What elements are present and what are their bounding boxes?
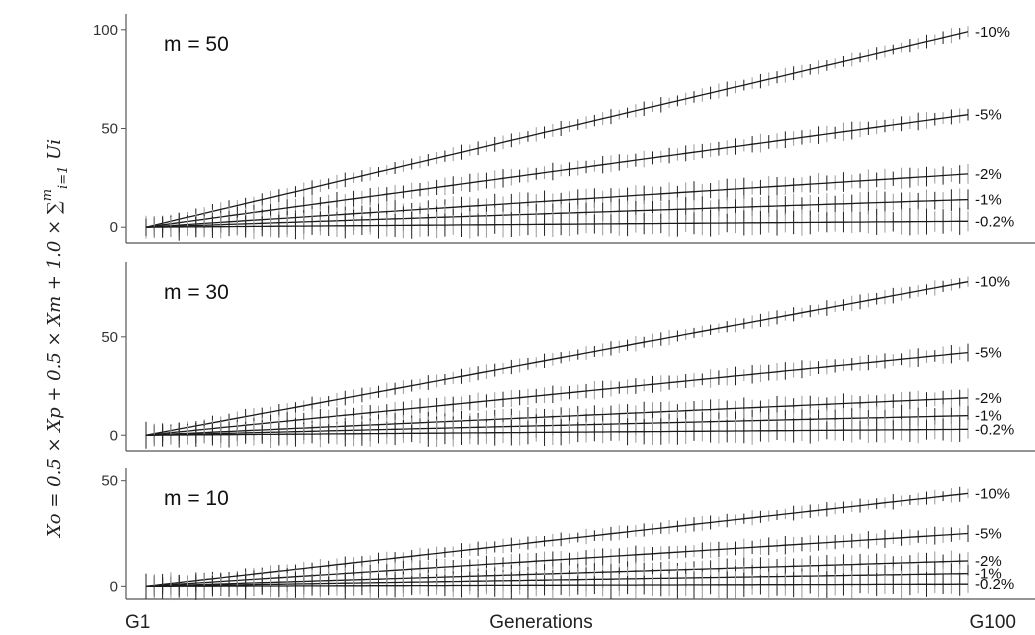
y-axis-label: Xo = 0.5 × Xp + 0.5 × Xm + 1.0 × ∑mi=1 U… [40, 139, 71, 539]
panel-title: m = 10 [164, 487, 229, 510]
series-label: -0.2% [975, 213, 1014, 230]
series-line [145, 492, 969, 587]
series-line [145, 198, 969, 228]
y-tick-label: 50 [101, 329, 118, 346]
series-label: -5% [975, 526, 1002, 543]
panel-title: m = 50 [164, 33, 229, 56]
series-line [145, 572, 969, 587]
panel-1: 0 50 m = 30 -10% -5% -2%-1%-0.2% [101, 262, 1035, 452]
panel-2: 0 50 m = 10 -10% -5% -2%-1%-0.2% [101, 468, 1035, 601]
series-label: -10% [975, 485, 1010, 502]
series-label: -0.2% [975, 421, 1014, 438]
series-line [145, 281, 969, 436]
series--5%: -5% [145, 343, 1002, 444]
series--1%: -1% [145, 404, 1002, 447]
series-label: -2% [975, 553, 1002, 570]
series--1%: -1% [145, 561, 1002, 598]
y-tick-label: 0 [110, 219, 118, 236]
series-label: -2% [975, 166, 1002, 183]
series-line [145, 532, 969, 587]
series-label: -5% [975, 345, 1002, 362]
panel-title: m = 30 [164, 281, 229, 304]
series-line [145, 220, 968, 228]
series-line [145, 428, 969, 436]
series-line [145, 31, 969, 228]
series-label: -0.2% [975, 576, 1014, 593]
series-label: -1% [975, 566, 1002, 583]
series--0.2%: -0.2% [145, 207, 1014, 241]
series-line [145, 414, 969, 436]
series-label: -5% [975, 107, 1002, 124]
series-line [145, 173, 969, 228]
series--10%: -10% [145, 485, 1010, 594]
series-line [145, 397, 969, 436]
x-axis-label: Generations [489, 612, 593, 633]
series-line [146, 583, 968, 587]
series-label: -10% [975, 274, 1010, 291]
y-tick-label: 0 [110, 427, 118, 444]
series--2%: -2% [145, 163, 1002, 237]
series-label: -2% [975, 390, 1002, 407]
series-line [145, 114, 969, 228]
series-label: -1% [975, 408, 1002, 425]
y-tick-label: 50 [101, 473, 118, 490]
x-tick-label-start: G1 [125, 612, 150, 633]
series-label: -10% [975, 24, 1010, 41]
panel-0: 0 50 100 m = 50 -10% -5% -2% -1% -0.2% [93, 14, 1035, 244]
y-tick-label: 0 [110, 578, 118, 595]
y-tick-label: 100 [93, 22, 118, 39]
x-tick-label-end: G100 [970, 612, 1016, 633]
series--2%: -2% [145, 550, 1002, 597]
series--0.2%: -0.2% [145, 416, 1014, 449]
series--0.2%: -0.2% [145, 570, 1014, 601]
y-tick-label: 50 [101, 121, 118, 138]
series-line [145, 560, 969, 587]
series-label: -1% [975, 192, 1002, 209]
series-line [145, 351, 969, 436]
series--2%: -2% [145, 388, 1002, 445]
